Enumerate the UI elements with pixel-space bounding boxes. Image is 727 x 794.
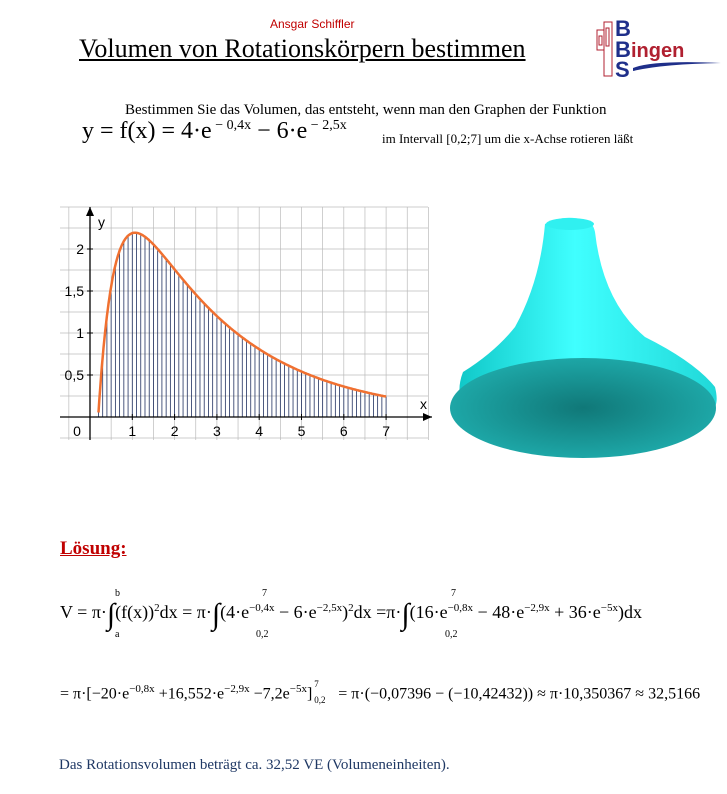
formula-part: +16,552·e	[154, 685, 225, 703]
author: Ansgar Schiffler	[270, 17, 355, 31]
formula-part: dx =π·	[353, 602, 402, 622]
y-tick-label: 1,5	[65, 283, 85, 299]
formula-exp: −2,9x	[524, 602, 550, 614]
integral-upper-limit: b	[115, 588, 120, 599]
integral-sign: ∫	[106, 598, 116, 631]
formula-part: = π·(−0,07396 − (−10,42432)) ≈ π·10,3503…	[334, 685, 701, 703]
integral-lower-limit: 0,2	[445, 629, 458, 640]
integral-lower-limit: a	[115, 629, 120, 640]
y-tick-label: 1	[76, 325, 84, 341]
formula-part: = π·[−20·e	[60, 685, 130, 703]
formula-part: ]	[306, 685, 313, 703]
formula-part: )dx	[618, 602, 643, 622]
formula-part: V = π·	[60, 602, 107, 622]
y-axis-label: y	[98, 214, 105, 230]
integral-sign: ∫	[401, 598, 410, 631]
formula-part: − 6·e	[274, 602, 317, 622]
formula-part: (4·e	[220, 602, 250, 622]
result-text: Das Rotationsvolumen beträgt ca. 32,52 V…	[59, 757, 450, 773]
formula-exp: − 0,4x	[211, 118, 252, 133]
x-tick-label: 7	[382, 423, 390, 439]
formula-part: dx = π·	[159, 602, 212, 622]
integral-upper-limit: 7	[262, 588, 267, 599]
formula-exp: −5x	[289, 683, 307, 695]
formula-part: (16·e	[409, 602, 448, 622]
svg-text:B: B	[615, 16, 631, 41]
x-axis-label: x	[420, 396, 427, 412]
integral-sign: ∫	[211, 598, 221, 631]
svg-text:B: B	[615, 37, 631, 62]
formula-exp: −2,9x	[224, 683, 250, 695]
page-title: Volumen von Rotationskörpern bestimmen	[79, 34, 526, 63]
svg-text:S: S	[615, 57, 630, 78]
bbs-bingen-logo: B B S ingen	[596, 16, 721, 78]
integral-upper-limit: 7	[451, 588, 456, 599]
y-axis-arrow	[86, 207, 94, 216]
function-curve	[97, 231, 387, 413]
rotation-solid	[450, 217, 717, 458]
formula-exp: −0,4x	[249, 602, 275, 614]
formula-part: − 48·e	[473, 602, 525, 622]
solution-heading: Lösung:	[60, 538, 127, 559]
x-axis-arrow	[423, 413, 432, 421]
formula-part: y = f(x) = 4·e	[82, 118, 212, 144]
function-graph: 0 1 2 3 4 5 6 7 0,5 1 1,5 2 x y	[60, 206, 432, 440]
upper-limit: 7	[314, 679, 319, 689]
formula-exp: 2	[154, 602, 160, 614]
x-tick-label: 2	[171, 423, 179, 439]
x-tick-label: 6	[340, 423, 348, 439]
formula-exp: −0,8x	[447, 602, 474, 614]
interval-text: im Intervall [0,2;7] um die x-Achse roti…	[382, 131, 634, 146]
formula-exp: −2,5x	[316, 602, 343, 614]
x-tick-label: 1	[128, 423, 136, 439]
formula-exp: 2	[348, 602, 354, 614]
task-text: Bestimmen Sie das Volumen, das entsteht,…	[125, 102, 607, 118]
x-tick-label: 4	[255, 423, 263, 439]
volume-formula-line1: V = π·∫(f(x))2dx = π·∫(4·e−0,4x − 6·e−2,…	[60, 598, 642, 632]
formula-exp: − 2,5x	[307, 118, 347, 133]
y-tick-label: 0,5	[65, 367, 85, 383]
lower-limit: 0,2	[314, 695, 326, 705]
volume-formula-line2: = π·[−20·e−0,8x +16,552·e−2,9x −7,2e−5x]…	[60, 679, 701, 705]
formula-exp: −0,8x	[129, 683, 155, 695]
function-formula: y = f(x) = 4·e − 0,4x − 6·e − 2,5x	[82, 118, 347, 145]
integral-lower-limit: 0,2	[256, 629, 269, 640]
svg-text:ingen: ingen	[631, 40, 684, 62]
x-tick-label: 0	[73, 423, 81, 439]
formula-part: )	[342, 602, 349, 622]
x-tick-label: 5	[298, 423, 306, 439]
formula-part: −7,2e	[249, 685, 290, 703]
formula-part: + 36·e	[549, 602, 601, 622]
formula-part: − 6·e	[251, 118, 308, 144]
y-tick-label: 2	[76, 241, 84, 257]
x-tick-label: 3	[213, 423, 221, 439]
formula-exp: −5x	[600, 602, 619, 614]
formula-part: (f(x))	[115, 602, 155, 622]
